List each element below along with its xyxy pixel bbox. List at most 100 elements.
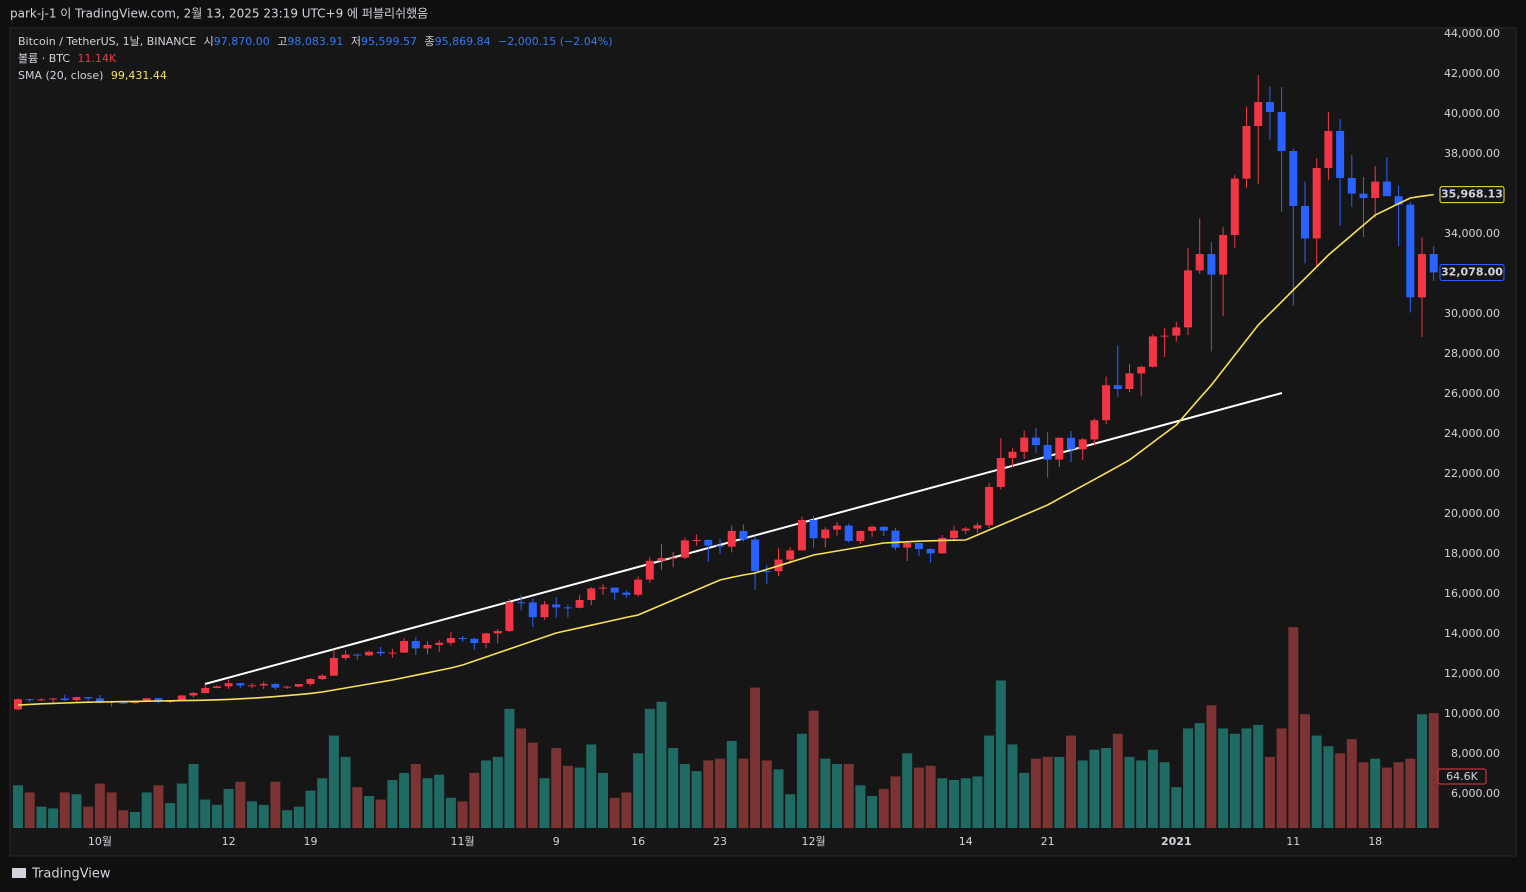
x-tick-label: 11 [1286,835,1300,848]
candle-body [388,652,397,654]
y-tick-label: 16,000.00 [1444,587,1500,600]
x-tick-label: 12월 [802,835,826,848]
candle-body [1230,178,1239,235]
volume-bar [960,778,971,828]
volume-bar [247,801,257,828]
volume-bar [703,760,714,828]
candle-body [797,520,806,551]
candle-body [259,683,268,686]
candle-body [599,587,607,589]
brand-logo [12,868,26,878]
volume-bar [785,794,796,828]
volume-bar [211,804,222,828]
candle-body [634,579,643,595]
volume-bar [258,804,269,828]
volume-bar [1007,744,1018,828]
candle-body [657,558,666,561]
volume-bar [188,764,199,828]
candle-body [423,644,432,649]
candle-body [1090,420,1099,440]
candle-body [961,528,970,531]
volume-bar [656,701,667,828]
candle-body [212,686,221,688]
candle-body [563,607,572,609]
candle-body [1359,193,1368,198]
y-tick-label: 10,000.00 [1444,707,1500,720]
candle-body [60,698,69,700]
y-tick-label: 38,000.00 [1444,147,1500,160]
candle-body [505,602,514,631]
candle-body [926,549,935,554]
candle-body [318,675,327,679]
candle-body [891,530,900,548]
y-tick-label: 24,000.00 [1444,427,1500,440]
y-tick-label: 18,000.00 [1444,547,1500,560]
candle-body [1382,181,1391,197]
y-tick-label: 28,000.00 [1444,347,1500,360]
candle-body [1102,385,1111,421]
candle-body [37,699,46,701]
candle-body [341,654,350,658]
legend-sma: 99,431.44 [111,69,167,82]
volume-bar [410,764,421,828]
candle-body [762,571,771,572]
y-tick-label: 26,000.00 [1444,387,1500,400]
candle-body [1406,204,1415,298]
volume-bar [387,780,398,828]
volume-bar [1042,756,1053,828]
candle-body [692,540,701,541]
candle-body [622,592,631,595]
candle-body [1160,335,1169,337]
volume-bar [13,785,23,828]
volume-bar [340,756,351,828]
volume-bar [1019,772,1030,828]
candle-body [809,520,818,539]
volume-bar [796,733,807,828]
candle-body [376,651,385,654]
volume-bar [621,792,632,828]
candle-body [821,529,830,539]
volume-bar [668,748,679,828]
volume-bar [1136,760,1147,828]
candle-body [1418,254,1426,298]
legend-high-label: 고 [277,35,287,48]
y-tick-label: 6,000.00 [1451,787,1500,800]
candle-body [72,697,81,700]
candle-body [1067,437,1075,450]
volume-bar [1183,728,1193,828]
volume-bar [574,767,585,828]
candle-body [1078,439,1087,450]
candle-body [1371,181,1380,198]
volume-bar [726,740,737,828]
candle-body [751,539,760,571]
volume-bar [36,806,47,828]
candle-body [1324,131,1333,168]
volume-bar [83,806,94,828]
x-tick-label: 10월 [88,835,112,848]
volume-bar [902,753,913,828]
candle-body [365,651,373,656]
legend-line-3: SMA (20, close) 99,431.44 [18,69,167,82]
candle-body [610,587,619,593]
candle-body [283,686,292,688]
candle-body [950,530,958,538]
x-tick-label: 16 [631,835,645,848]
volume-bar [399,772,410,828]
candle-body [552,604,561,608]
candle-body [142,698,151,701]
volume-bar [176,783,187,828]
candle-body [517,602,526,604]
candle-body [1207,254,1216,275]
volume-bar [1241,728,1252,828]
candle-body [1125,373,1134,389]
volume-bar [165,803,176,828]
candle-body [1336,131,1345,178]
volume-bar [516,728,527,828]
volume-bar [1276,728,1287,828]
volume-bar [352,787,363,828]
candle-body [868,526,877,531]
candle-body [1312,168,1321,239]
volume-bar [1370,758,1381,828]
volume-bar [855,785,866,828]
